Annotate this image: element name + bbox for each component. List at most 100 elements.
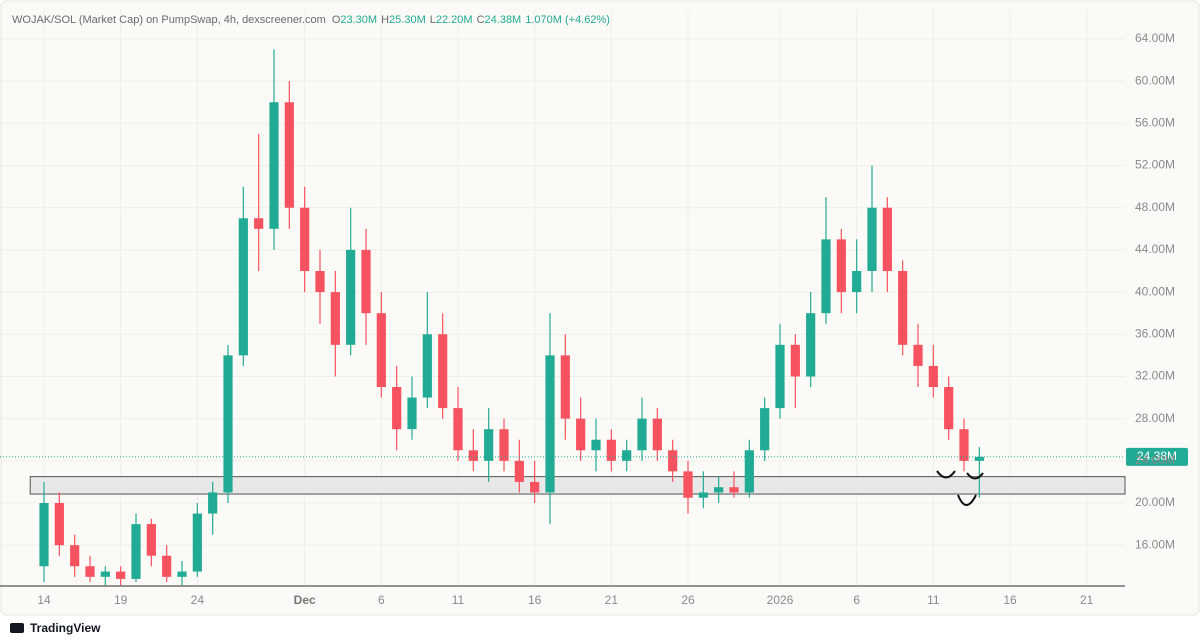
y-tick-label: 24.00M (1135, 453, 1175, 467)
candle-body (361, 249, 371, 314)
candle-body (346, 249, 356, 345)
candle-body (637, 418, 647, 451)
candle-body (668, 450, 678, 472)
candle-body (913, 344, 923, 366)
x-tick-label: 19 (114, 593, 128, 607)
y-tick-label: 16.00M (1135, 537, 1175, 551)
x-tick-label: 14 (37, 593, 51, 607)
drawing-arc (966, 472, 984, 480)
candle-body (131, 524, 141, 579)
candle-body (330, 292, 340, 345)
candle-body (806, 313, 816, 377)
candle-body (698, 492, 708, 498)
y-tick-label: 20.00M (1135, 495, 1175, 509)
x-tick-label: 26 (681, 593, 695, 607)
header-text: 24.38M (485, 14, 522, 26)
candle-body (315, 271, 325, 293)
candle-body (714, 487, 724, 493)
candle-body (484, 429, 494, 461)
candle-body (208, 492, 218, 514)
chart-bg (0, 0, 1200, 616)
candle-body (928, 365, 938, 388)
candle-body (836, 239, 846, 293)
x-tick-label: 21 (605, 593, 619, 607)
x-tick-label: 21 (1080, 593, 1094, 607)
x-tick-label: 11 (452, 593, 465, 607)
candle-body (898, 271, 908, 345)
support-zone (29, 476, 1126, 495)
candle-body (300, 207, 310, 272)
candle-body (238, 218, 248, 356)
candle-body (70, 545, 80, 567)
header-text: O (332, 14, 341, 26)
candle-body (622, 450, 632, 461)
chart-header: WOJAK/SOL (Market Cap) on PumpSwap, 4h, … (12, 14, 610, 26)
candle-body (852, 271, 862, 293)
candle-body (162, 555, 172, 577)
header-text: 1.070M (+4.62%) (525, 14, 610, 26)
drawing-arc (957, 494, 977, 506)
footer: TradingView (30, 621, 101, 635)
candle-body (514, 460, 524, 482)
y-tick-label: 52.00M (1135, 158, 1175, 172)
candle-body (192, 513, 202, 572)
candle-body (591, 439, 601, 451)
y-tick-label: 40.00M (1135, 284, 1175, 298)
candle-body (790, 344, 800, 377)
candle-body (652, 418, 662, 451)
x-tick-label: 6 (378, 593, 385, 607)
candle-body (376, 313, 386, 388)
candle-body (744, 450, 754, 493)
header-text: 22.20M (436, 14, 473, 26)
candle-body (39, 503, 49, 567)
last-price-label: 24.38M (1137, 449, 1177, 463)
candle-body (545, 355, 555, 493)
candle-body (468, 450, 478, 461)
candle-body (54, 503, 64, 546)
candle-body (438, 334, 448, 409)
candle-body (284, 102, 294, 208)
y-tick-label: 32.00M (1135, 369, 1175, 383)
header-text: H (381, 14, 389, 26)
candle-body (223, 355, 233, 493)
candle-body (606, 439, 616, 461)
candle-body (530, 481, 540, 493)
candle-body (453, 408, 463, 451)
candle-body (100, 571, 110, 577)
x-tick-label: 6 (853, 593, 860, 607)
y-tick-label: 48.00M (1135, 200, 1175, 214)
candle-body (269, 102, 279, 229)
candle-body (407, 397, 417, 430)
header-text: 23.30M (340, 14, 377, 26)
candle-body (775, 344, 785, 409)
x-tick-label: 16 (528, 593, 542, 607)
candle-body (944, 387, 954, 430)
header-text: L (430, 14, 436, 26)
y-tick-label: 28.00M (1135, 411, 1175, 425)
y-tick-label: 64.00M (1135, 31, 1175, 45)
candle-body (560, 355, 570, 419)
x-tick-label: 24 (191, 593, 205, 607)
candle-body (760, 408, 770, 451)
drawing-arc (936, 470, 956, 479)
candle-body (254, 218, 264, 229)
x-tick-label: 2026 (767, 593, 794, 607)
y-tick-label: 36.00M (1135, 326, 1175, 340)
candle-body (499, 429, 509, 461)
header-text: WOJAK/SOL (Market Cap) on PumpSwap, 4h, … (12, 14, 326, 26)
candle-body (177, 571, 187, 577)
candle-body (392, 387, 402, 430)
header-text: 25.30M (389, 14, 426, 26)
candle-body (821, 239, 831, 314)
candle-body (146, 524, 156, 556)
footer-logo: TradingView (10, 621, 101, 635)
candle-body (882, 207, 892, 272)
candle-body (959, 429, 969, 461)
y-tick-label: 44.00M (1135, 242, 1175, 256)
candle-body (867, 207, 877, 272)
candle-body (729, 487, 739, 493)
x-tick-label: 16 (1003, 593, 1017, 607)
candle-body (683, 471, 693, 498)
x-tick-label: 11 (927, 593, 940, 607)
